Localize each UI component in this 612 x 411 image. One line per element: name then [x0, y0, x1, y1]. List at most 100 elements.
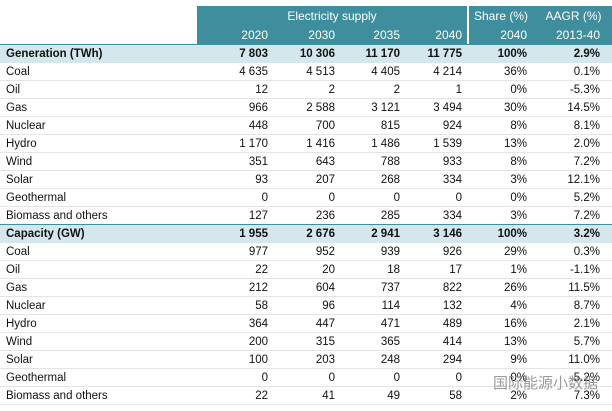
section-row: [0, 224, 612, 243]
value-cell: 2.9%: [573, 48, 600, 60]
value-cell: 8%: [510, 120, 527, 132]
value-cell: 100%: [497, 48, 527, 60]
row-divider: [0, 116, 612, 117]
row-label: Biomass and others: [6, 390, 108, 402]
value-cell: 604: [315, 282, 335, 294]
value-cell: 3%: [510, 174, 527, 186]
value-cell: -5.3%: [569, 84, 600, 96]
value-cell: 0.3%: [573, 246, 600, 258]
value-cell: 2 941: [371, 228, 400, 240]
row-label: Coal: [6, 246, 30, 258]
row-label: Nuclear: [6, 120, 46, 132]
value-cell: 4 635: [239, 66, 268, 78]
value-cell: 22: [255, 390, 268, 402]
value-cell: 977: [248, 246, 268, 258]
value-cell: 248: [380, 354, 400, 366]
section-label: Generation (TWh): [6, 48, 103, 60]
value-cell: 2: [393, 84, 400, 96]
section-label: Capacity (GW): [6, 228, 85, 240]
value-cell: 334: [442, 174, 462, 186]
value-cell: 643: [315, 156, 335, 168]
header-band: [469, 6, 612, 44]
value-cell: 1 955: [239, 228, 268, 240]
row-label: Geothermal: [6, 192, 67, 204]
value-cell: 285: [380, 210, 400, 222]
value-cell: 8%: [510, 156, 527, 168]
value-cell: 926: [442, 246, 462, 258]
row-divider: [0, 404, 612, 405]
value-cell: 14.5%: [567, 102, 600, 114]
value-cell: 11.0%: [568, 354, 600, 366]
value-cell: 17: [449, 264, 462, 276]
value-cell: 2%: [510, 390, 527, 402]
value-cell: 334: [442, 210, 462, 222]
value-cell: 489: [442, 318, 462, 330]
value-cell: 11 775: [427, 48, 462, 60]
value-cell: 1 416: [306, 138, 335, 150]
value-cell: 236: [315, 210, 335, 222]
value-cell: 1 486: [371, 138, 400, 150]
value-cell: -1.1%: [569, 264, 600, 276]
value-cell: 20: [322, 264, 335, 276]
row-divider: [0, 368, 612, 369]
value-cell: 1%: [510, 264, 527, 276]
value-cell: 10 306: [299, 48, 335, 60]
value-cell: 2 676: [306, 228, 335, 240]
header-band: [197, 6, 467, 44]
value-cell: 268: [380, 174, 400, 186]
value-cell: 315: [315, 336, 335, 348]
value-cell: 0: [393, 192, 400, 204]
row-label: Oil: [6, 84, 21, 96]
column-header: 2013-40: [555, 28, 600, 42]
value-cell: 4 513: [306, 66, 335, 78]
row-label: Hydro: [6, 318, 37, 330]
value-cell: 16%: [503, 318, 527, 330]
value-cell: 13%: [503, 138, 527, 150]
row-divider: [0, 296, 612, 297]
value-cell: 58: [255, 300, 268, 312]
value-cell: 12: [255, 84, 268, 96]
row-divider: [0, 386, 612, 387]
row-divider: [0, 350, 612, 351]
value-cell: 0.1%: [573, 66, 600, 78]
value-cell: 822: [442, 282, 462, 294]
value-cell: 100: [248, 354, 268, 366]
value-cell: 1 539: [433, 138, 462, 150]
value-cell: 924: [442, 120, 462, 132]
value-cell: 49: [387, 390, 400, 402]
value-cell: 8.7%: [573, 300, 600, 312]
row-label: Geothermal: [6, 372, 67, 384]
row-label: Gas: [6, 102, 28, 114]
row-label: Oil: [6, 264, 21, 276]
value-cell: 7.2%: [573, 156, 600, 168]
value-cell: 364: [248, 318, 268, 330]
column-header: 2040: [500, 28, 527, 42]
row-divider: [0, 170, 612, 171]
value-cell: 114: [381, 300, 400, 312]
value-cell: 7.3%: [573, 390, 600, 402]
value-cell: 952: [315, 246, 335, 258]
row-label: Solar: [6, 354, 33, 366]
value-cell: 0: [328, 192, 335, 204]
value-cell: 11.5%: [568, 282, 600, 294]
group-header: Electricity supply: [287, 9, 377, 23]
value-cell: 4 214: [433, 66, 462, 78]
value-cell: 203: [315, 354, 335, 366]
value-cell: 8.1%: [573, 120, 600, 132]
group-header: Share (%): [473, 9, 529, 23]
value-cell: 0: [455, 372, 462, 384]
value-cell: 700: [315, 120, 335, 132]
row-label: Wind: [6, 336, 33, 348]
group-header: AAGR (%): [545, 9, 602, 23]
value-cell: 22: [255, 264, 268, 276]
value-cell: 447: [315, 318, 335, 330]
value-cell: 5.2%: [573, 192, 600, 204]
value-cell: 2.0%: [573, 138, 600, 150]
value-cell: 3 494: [433, 102, 462, 114]
value-cell: 41: [322, 390, 335, 402]
value-cell: 939: [380, 246, 400, 258]
value-cell: 0%: [510, 372, 527, 384]
watermark: 国际能源小数据: [492, 375, 598, 392]
value-cell: 36%: [503, 66, 527, 78]
